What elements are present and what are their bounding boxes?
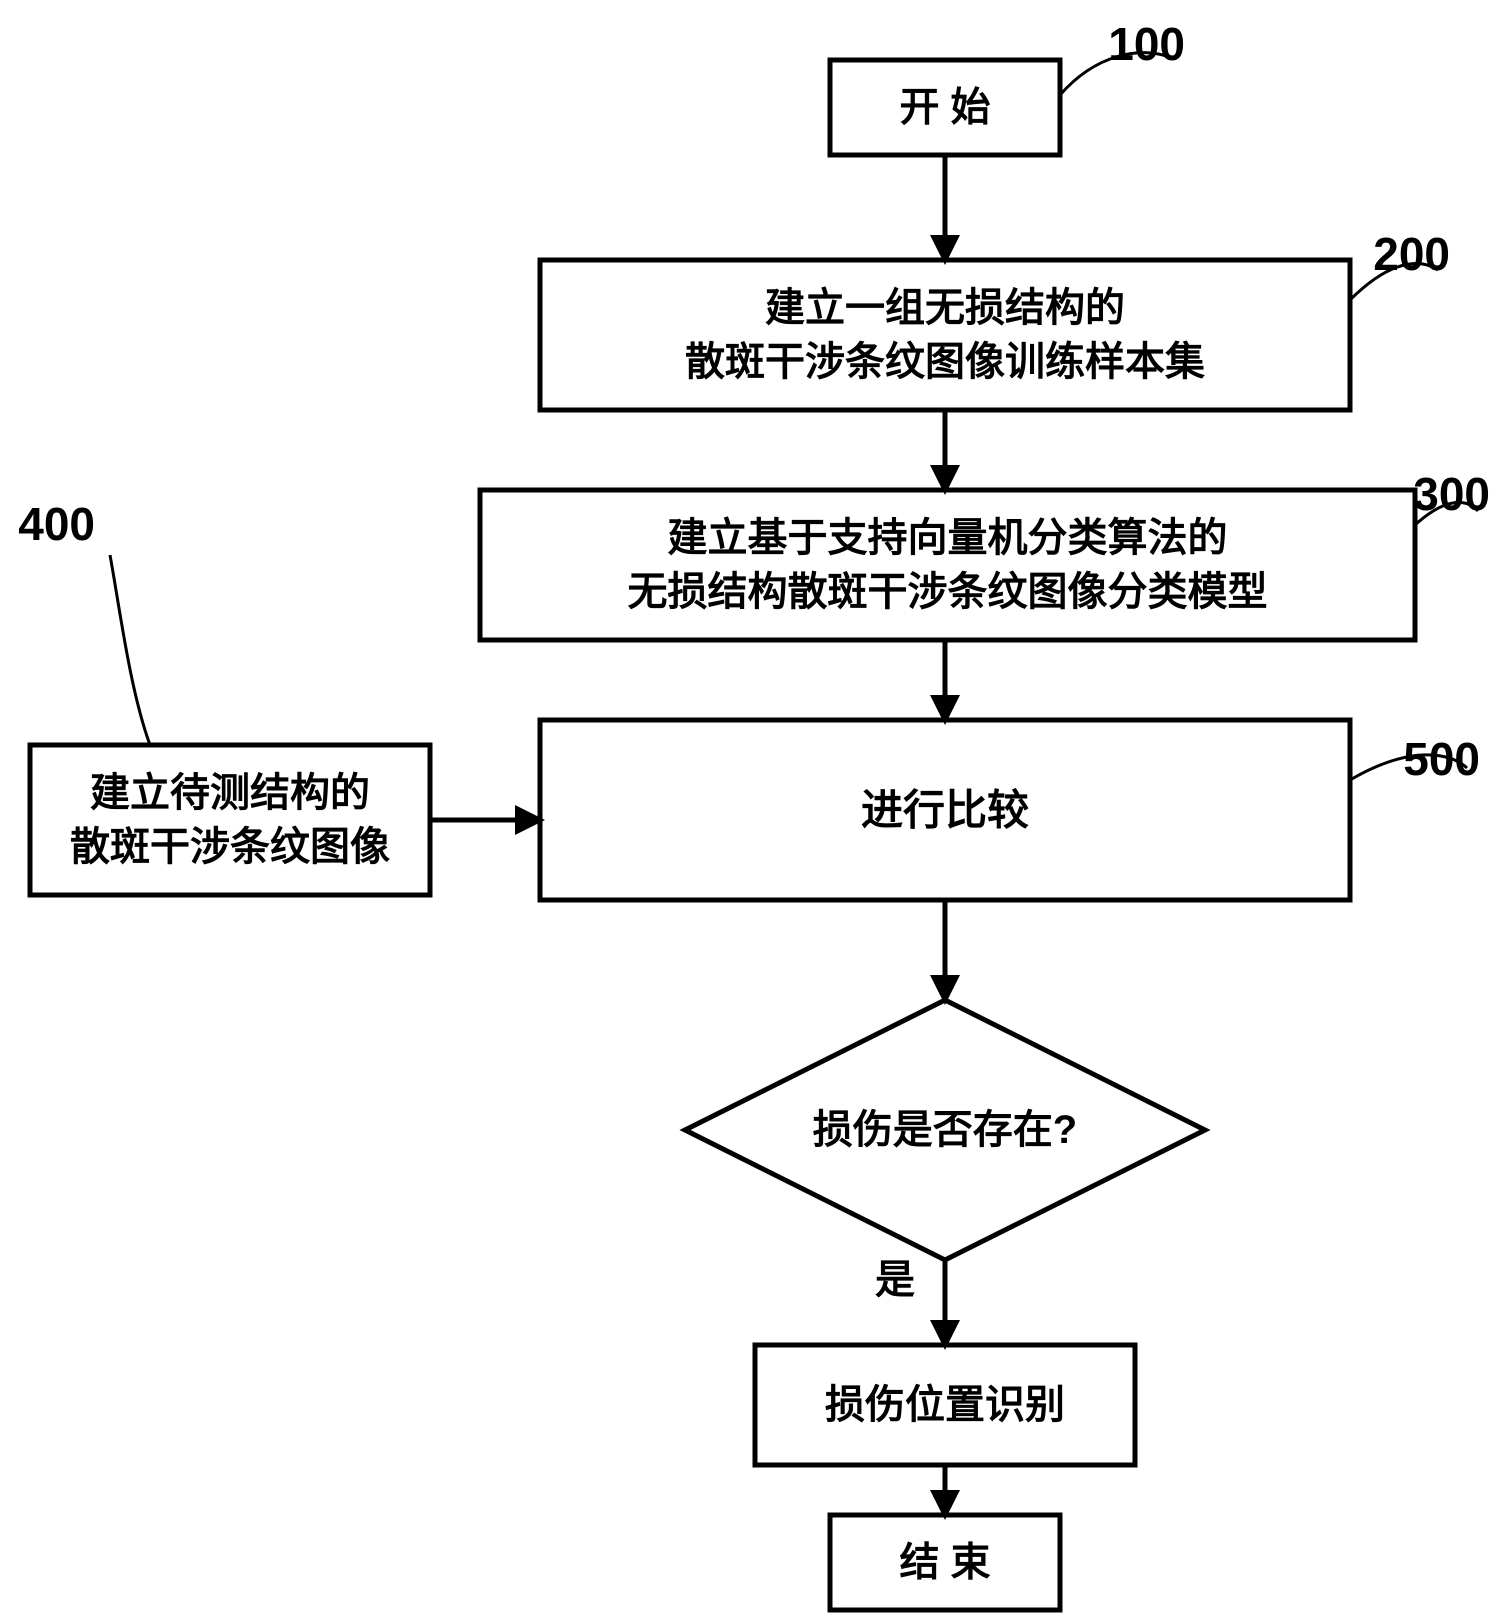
node-compare-label-line-0: 进行比较 — [861, 787, 1029, 834]
node-test_img-label-line-0: 建立待测结构的 — [90, 771, 370, 815]
ref-500: 500 — [1403, 733, 1480, 785]
node-train — [540, 260, 1350, 410]
node-decision-label-line-0: 损伤是否存在? — [813, 1108, 1077, 1152]
node-test_img — [30, 745, 430, 895]
node-model — [480, 490, 1415, 640]
node-locate-label-line-0: 损伤位置识别 — [825, 1383, 1065, 1427]
node-model-label-line-1: 无损结构散斑干涉条纹图像分类模型 — [628, 570, 1268, 614]
node-end-label-line-0: 结 束 — [899, 1541, 990, 1585]
node-start-label-line-0: 开 始 — [899, 86, 990, 130]
ref-100: 100 — [1108, 18, 1185, 70]
decision-yes-label: 是 — [875, 1258, 915, 1302]
node-train-label-line-1: 散斑干涉条纹图像训练样本集 — [685, 340, 1205, 384]
ref-400: 400 — [18, 498, 95, 550]
leader-400 — [110, 555, 150, 745]
ref-300: 300 — [1413, 468, 1490, 520]
node-model-label-line-0: 建立基于支持向量机分类算法的 — [668, 516, 1228, 560]
node-test_img-label-line-1: 散斑干涉条纹图像 — [70, 825, 390, 869]
node-train-label-line-0: 建立一组无损结构的 — [765, 286, 1125, 330]
